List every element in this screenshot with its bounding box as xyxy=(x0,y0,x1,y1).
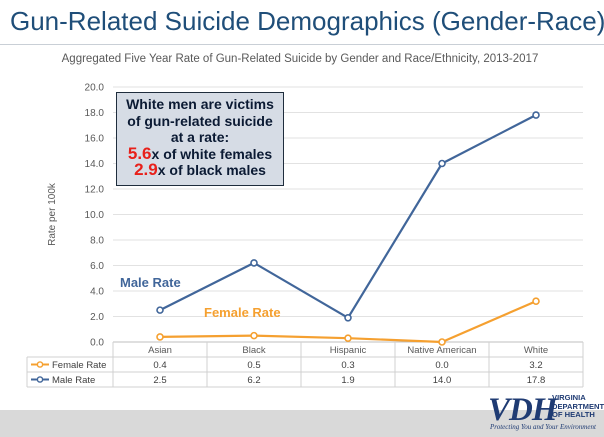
y-tick-label: 14.0 xyxy=(85,159,105,170)
legend-series-name: Male Rate xyxy=(52,375,95,386)
y-tick-label: 6.0 xyxy=(90,261,104,272)
logo-dept-line: DEPARTMENT xyxy=(552,401,604,411)
y-tick-label: 4.0 xyxy=(90,287,104,298)
data-point xyxy=(250,259,258,267)
data-point xyxy=(344,313,352,322)
x-category-label: Hispanic xyxy=(330,345,367,356)
chart-title: Aggregated Five Year Rate of Gun-Related… xyxy=(62,53,539,65)
ratio-1-text: x of white females xyxy=(151,145,273,162)
y-axis-label: Rate per 100k xyxy=(47,182,58,246)
callout-line-3: at a rate: xyxy=(170,129,230,145)
series-annotation-male: Male Rate xyxy=(120,275,181,290)
data-table-value: 6.2 xyxy=(247,375,260,386)
logo-dept-line: VIRGINIA xyxy=(552,393,586,402)
logo-mark: VDH xyxy=(488,392,558,428)
data-point xyxy=(438,338,446,346)
data-table-value: 17.8 xyxy=(527,375,546,386)
data-point xyxy=(438,159,446,168)
title-divider xyxy=(0,44,604,45)
data-point xyxy=(532,297,540,306)
line-chart: Aggregated Five Year Rate of Gun-Related… xyxy=(26,53,584,388)
callout-ratio-2: 2.9x of black males xyxy=(117,160,283,179)
data-table-value: 14.0 xyxy=(433,375,452,386)
data-point xyxy=(156,306,164,314)
y-tick-label: 20.0 xyxy=(85,83,105,94)
logo-department: VIRGINIA DEPARTMENT OF HEALTH xyxy=(552,393,604,420)
y-tick-label: 10.0 xyxy=(85,210,105,221)
ratio-2-text: x of black males xyxy=(157,162,266,178)
series-annotation-female: Female Rate xyxy=(204,305,281,320)
data-point xyxy=(156,333,164,341)
x-category-label: White xyxy=(524,345,548,356)
data-table-value: 0.3 xyxy=(341,360,354,371)
legend-marker xyxy=(36,376,44,383)
callout-ratio-1: 5.6x of white females xyxy=(117,143,283,163)
footer-band xyxy=(0,410,604,437)
data-table-value: 2.5 xyxy=(153,375,166,386)
y-tick-label: 8.0 xyxy=(90,236,104,247)
legend-marker xyxy=(36,361,44,368)
data-point xyxy=(250,331,258,340)
data-point xyxy=(344,334,352,342)
callout-line-1: White men are victims xyxy=(126,96,274,112)
data-table-value: 0.4 xyxy=(153,360,166,371)
data-table-value: 0.0 xyxy=(435,360,448,371)
callout-box: White men are victims of gun-related sui… xyxy=(116,92,284,186)
slide-title: Gun-Related Suicide Demographics (Gender… xyxy=(10,6,604,36)
ratio-2-value: 2.9 xyxy=(134,160,158,179)
y-tick-label: 2.0 xyxy=(90,312,104,323)
y-tick-label: 18.0 xyxy=(85,108,105,119)
logo-dept-line: OF HEALTH xyxy=(552,410,595,420)
x-category-label: Asian xyxy=(148,345,172,356)
callout-line-2: of gun-related suicide xyxy=(127,112,273,129)
ratio-1-value: 5.6 xyxy=(127,143,152,163)
data-table-value: 1.9 xyxy=(341,375,354,386)
vdh-logo: VDH VIRGINIA DEPARTMENT OF HEALTH Protec… xyxy=(488,392,604,434)
y-tick-label: 16.0 xyxy=(85,134,105,145)
x-category-label: Native American xyxy=(407,345,476,356)
data-table-value: 0.5 xyxy=(247,360,260,371)
data-point xyxy=(532,111,540,119)
x-category-label: Black xyxy=(242,345,265,356)
y-tick-label: 12.0 xyxy=(85,185,105,196)
data-table-value: 3.2 xyxy=(529,360,542,371)
legend-series-name: Female Rate xyxy=(52,360,106,371)
y-tick-label: 0.0 xyxy=(90,338,104,349)
logo-tagline: Protecting You and Your Environment xyxy=(490,423,596,431)
